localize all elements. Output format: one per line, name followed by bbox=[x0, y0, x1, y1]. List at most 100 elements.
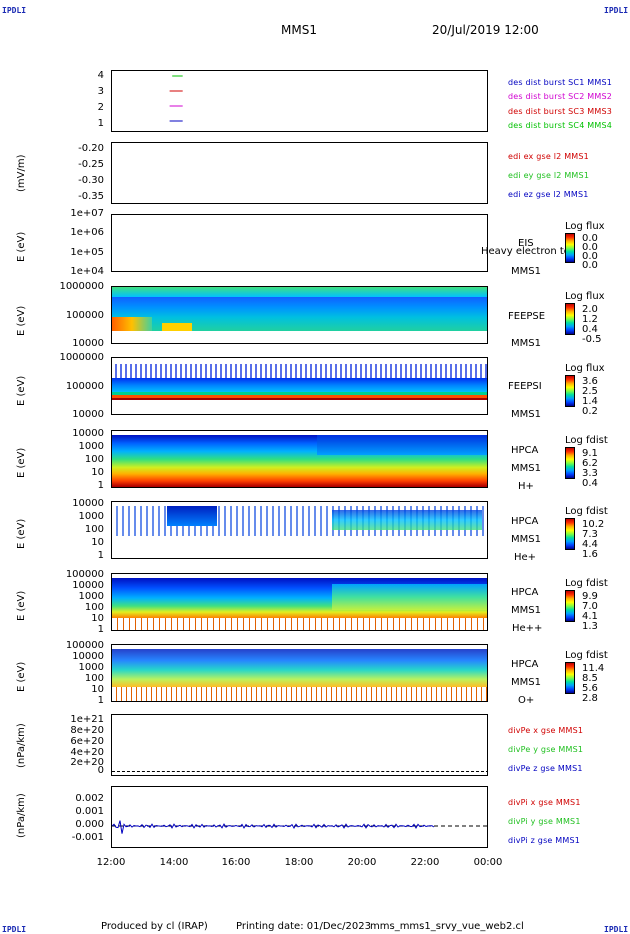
divpe-panel bbox=[111, 714, 488, 776]
eis-ytick: 1e+06 bbox=[70, 227, 104, 238]
feepsi-colorbar-value: 2.5 bbox=[582, 386, 598, 397]
hpca-o-colorbar-value: 5.6 bbox=[582, 683, 598, 694]
eis-ytick: 1e+05 bbox=[70, 247, 104, 258]
hpca-o-ytick: 10000 bbox=[72, 651, 104, 662]
hpca-he-ytick: 100 bbox=[84, 524, 104, 535]
hpca-hepp-colorbar-value: 7.0 bbox=[582, 601, 598, 612]
divpe-legend-y: divPe y gse MMS1 bbox=[508, 745, 584, 754]
hpca-he-ytick: 1 bbox=[97, 550, 104, 561]
hpca-hepp-ytick: 100000 bbox=[65, 569, 104, 580]
divpe-ytick: 0 bbox=[97, 765, 104, 776]
burst-legend-sc3: des dist burst SC3 MMS3 bbox=[508, 107, 613, 116]
hpca-o-ytick: 10 bbox=[91, 684, 104, 695]
edi-panel bbox=[111, 142, 488, 204]
x-tick-label: 00:00 bbox=[473, 857, 503, 868]
edi-ytick: -0.35 bbox=[78, 191, 104, 202]
divpi-legend-z: divPi z gse MMS1 bbox=[508, 836, 581, 845]
hpca-hepp-ytick: 100 bbox=[84, 602, 104, 613]
hpca-he-ylabel: E (eV) bbox=[16, 518, 27, 549]
feepsi-instrument-label: FEEPSI bbox=[508, 381, 542, 392]
feepse-colorbar bbox=[565, 303, 575, 335]
burst-ytick: 4 bbox=[97, 70, 104, 81]
x-tick-label: 12:00 bbox=[96, 857, 126, 868]
hpca-he-spacecraft-label: MMS1 bbox=[511, 534, 541, 545]
x-tick-label: 20:00 bbox=[347, 857, 377, 868]
datetime-title: 20/Jul/2019 12:00 bbox=[432, 23, 539, 37]
corner-label-top-right: IPDLI bbox=[604, 6, 629, 15]
feepsi-ytick: 10000 bbox=[72, 409, 104, 420]
burst-ytick: 2 bbox=[97, 102, 104, 113]
divpe-ytick: 6e+20 bbox=[70, 736, 104, 747]
hpca-o-ytick: 100000 bbox=[65, 640, 104, 651]
burst-plot bbox=[169, 75, 183, 122]
divpi-legend-y: divPi y gse MMS1 bbox=[508, 817, 581, 826]
eis-ylabel: E (eV) bbox=[16, 231, 27, 262]
edi-legend-z: edi ez gse l2 MMS1 bbox=[508, 190, 589, 199]
hpca-hepp-ytick: 10 bbox=[91, 613, 104, 624]
hpca-o-species-label: O+ bbox=[518, 695, 535, 706]
feepse-colorbar-title: Log flux bbox=[565, 291, 605, 302]
divpi-panel bbox=[111, 786, 488, 848]
divpe-ytick: 8e+20 bbox=[70, 725, 104, 736]
hpca-h-panel bbox=[111, 430, 488, 488]
feepse-colorbar-value: -0.5 bbox=[582, 334, 602, 345]
footer-produced: Produced by cl (IRAP) bbox=[101, 921, 208, 932]
divpi-trace bbox=[112, 820, 435, 834]
hpca-o-colorbar-title: Log fdist bbox=[565, 650, 608, 661]
hpca-h-colorbar bbox=[565, 447, 575, 479]
feepsi-colorbar bbox=[565, 375, 575, 407]
x-tick-label: 18:00 bbox=[284, 857, 314, 868]
hpca-o-ylabel: E (eV) bbox=[16, 661, 27, 692]
footer-filename: mms_mms1_srvy_vue_web2.cl bbox=[370, 921, 524, 932]
hpca-hepp-ytick: 10000 bbox=[72, 580, 104, 591]
eis-ytick: 1e+04 bbox=[70, 266, 104, 277]
divpe-ytick: 2e+20 bbox=[70, 757, 104, 768]
feepsi-colorbar-value: 1.4 bbox=[582, 396, 598, 407]
divpi-ytick: 0.002 bbox=[75, 793, 104, 804]
feepse-instrument-label: FEEPSE bbox=[508, 311, 546, 322]
hpca-he-colorbar bbox=[565, 518, 575, 550]
hpca-he-colorbar-value: 4.4 bbox=[582, 539, 598, 550]
hpca-he-colorbar-value: 1.6 bbox=[582, 549, 598, 560]
hpca-h-spacecraft-label: MMS1 bbox=[511, 463, 541, 474]
x-tick-label: 14:00 bbox=[159, 857, 189, 868]
hpca-o-ytick: 100 bbox=[84, 673, 104, 684]
divpe-ytick: 1e+21 bbox=[70, 714, 104, 725]
edi-ytick: -0.25 bbox=[78, 159, 104, 170]
hpca-o-ytick: 1 bbox=[97, 695, 104, 706]
hpca-h-colorbar-value: 3.3 bbox=[582, 468, 598, 479]
hpca-hepp-ylabel: E (eV) bbox=[16, 590, 27, 621]
divpi-ytick: 0.000 bbox=[75, 819, 104, 830]
hpca-h-ytick: 1 bbox=[97, 480, 104, 491]
hpca-o-ytick: 1000 bbox=[78, 662, 104, 673]
hpca-o-panel bbox=[111, 644, 488, 702]
hpca-he-ytick: 1000 bbox=[78, 511, 104, 522]
hpca-he-colorbar-value: 10.2 bbox=[582, 519, 605, 530]
hpca-h-ytick: 1000 bbox=[78, 441, 104, 452]
feepsi-colorbar-value: 3.6 bbox=[582, 376, 598, 387]
eis-colorbar-value: 0.0 bbox=[582, 251, 598, 262]
eis-spacecraft-label: MMS1 bbox=[511, 266, 541, 277]
eis-instrument-label: EIS bbox=[518, 238, 534, 249]
feepsi-ytick: 1000000 bbox=[59, 352, 104, 363]
footer-printing-date: Printing date: 01/Dec/2023 bbox=[236, 921, 372, 932]
feepsi-panel bbox=[111, 357, 488, 415]
feepsi-colorbar-value: 0.2 bbox=[582, 406, 598, 417]
hpca-h-colorbar-title: Log fdist bbox=[565, 435, 608, 446]
eis-colorbar-value: 0.0 bbox=[582, 233, 598, 244]
corner-label-bottom-right: IPDLI bbox=[604, 925, 629, 934]
feepse-ytick: 10000 bbox=[72, 338, 104, 349]
hpca-hepp-colorbar-value: 4.1 bbox=[582, 611, 598, 622]
feepse-colorbar-value: 2.0 bbox=[582, 304, 598, 315]
edi-ylabel: (mV/m) bbox=[16, 154, 27, 193]
hpca-he-instrument-label: HPCA bbox=[511, 516, 539, 527]
eis-ytick: 1e+07 bbox=[70, 208, 104, 219]
hpca-h-instrument-label: HPCA bbox=[511, 445, 539, 456]
hpca-h-ytick: 10 bbox=[91, 467, 104, 478]
hpca-h-species-label: H+ bbox=[518, 481, 534, 492]
feepsi-ylabel: E (eV) bbox=[16, 375, 27, 406]
hpca-h-colorbar-value: 9.1 bbox=[582, 448, 598, 459]
eis-colorbar-title: Log flux bbox=[565, 221, 605, 232]
hpca-hepp-spacecraft-label: MMS1 bbox=[511, 605, 541, 616]
feepse-ylabel: E (eV) bbox=[16, 305, 27, 336]
